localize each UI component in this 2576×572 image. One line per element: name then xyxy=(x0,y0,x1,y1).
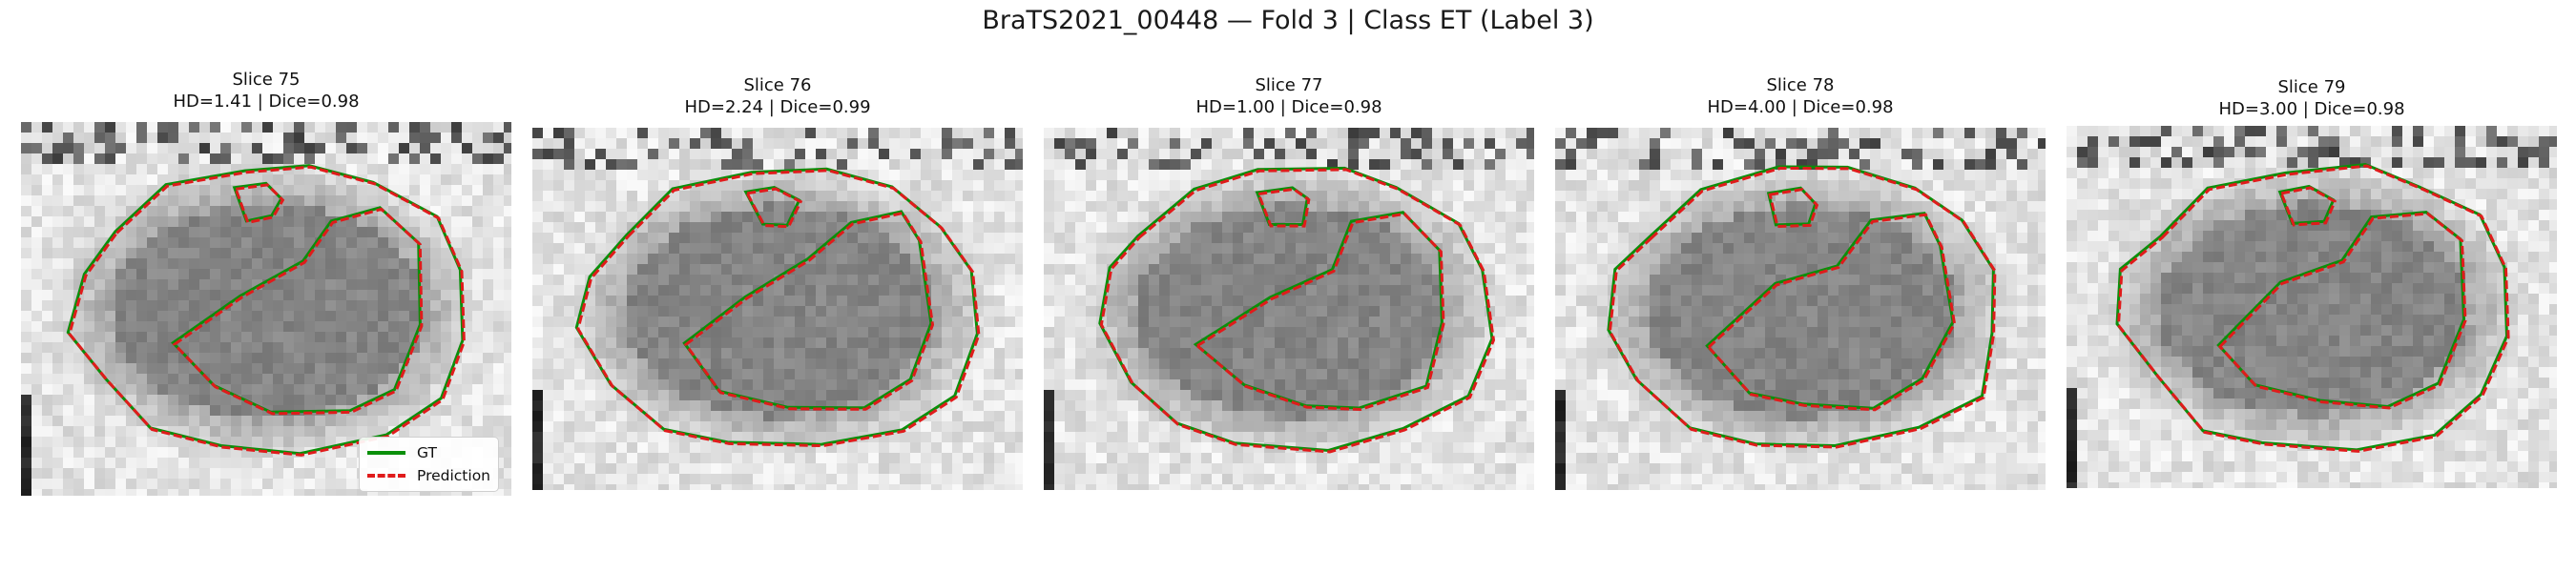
legend-gt-swatch xyxy=(367,451,405,455)
slice-title: Slice 78 xyxy=(1766,75,1835,95)
prediction-contour xyxy=(1099,168,1496,454)
mri-slice-image xyxy=(2067,126,2557,488)
legend-gt-label: GT xyxy=(417,444,437,461)
legend: GT Prediction xyxy=(359,437,500,492)
prediction-contour xyxy=(68,165,466,457)
prediction-contour xyxy=(1768,188,1819,229)
prediction-contour xyxy=(1608,166,1997,449)
prediction-contour xyxy=(2116,164,2510,453)
gt-contour xyxy=(1255,186,1309,226)
slice-title: Slice 77 xyxy=(1255,75,1323,95)
legend-prediction-swatch xyxy=(367,474,405,478)
prediction-contour xyxy=(683,211,935,411)
slice-panel: Slice 77 HD=1.00 | Dice=0.98 xyxy=(1044,0,1534,572)
prediction-contour xyxy=(576,169,981,448)
mri-slice-image xyxy=(532,128,1023,490)
slice-title: Slice 75 xyxy=(232,70,301,90)
legend-prediction-label: Prediction xyxy=(417,467,491,484)
prediction-contour xyxy=(234,183,285,225)
slice-panel: Slice 79 HD=3.00 | Dice=0.98 xyxy=(2067,0,2557,572)
gt-contour xyxy=(1607,165,1995,448)
prediction-contour xyxy=(1195,212,1445,412)
prediction-contour xyxy=(744,187,803,229)
slice-metrics: HD=1.00 | Dice=0.98 xyxy=(1195,97,1382,117)
slice-metrics: HD=3.00 | Dice=0.98 xyxy=(2218,99,2405,119)
prediction-contour xyxy=(1706,213,1957,412)
mri-slice-image xyxy=(21,122,511,496)
slice-title: Slice 76 xyxy=(743,75,812,95)
slice-panel: Slice 78 HD=4.00 | Dice=0.98 xyxy=(1555,0,2046,572)
prediction-contour xyxy=(172,207,424,416)
prediction-contour xyxy=(2217,212,2467,410)
slice-panel: Slice 75 HD=1.41 | Dice=0.98 GT Prediction xyxy=(21,0,511,572)
mri-slice-image xyxy=(1044,128,1534,490)
slice-title: Slice 79 xyxy=(2277,77,2346,97)
slice-panel: Slice 76 HD=2.24 | Dice=0.99 xyxy=(532,0,1023,572)
slice-metrics: HD=4.00 | Dice=0.98 xyxy=(1707,97,1894,117)
mri-slice-image xyxy=(1555,128,2046,490)
prediction-contour xyxy=(1257,187,1311,228)
slice-metrics: HD=1.41 | Dice=0.98 xyxy=(173,92,360,112)
gt-contour xyxy=(2277,184,2336,225)
gt-contour xyxy=(1098,166,1494,453)
figure-title: BraTS2021_00448 — Fold 3 | Class ET (Lab… xyxy=(982,6,1594,35)
slice-metrics: HD=2.24 | Dice=0.99 xyxy=(684,97,871,117)
prediction-contour xyxy=(2279,186,2337,227)
